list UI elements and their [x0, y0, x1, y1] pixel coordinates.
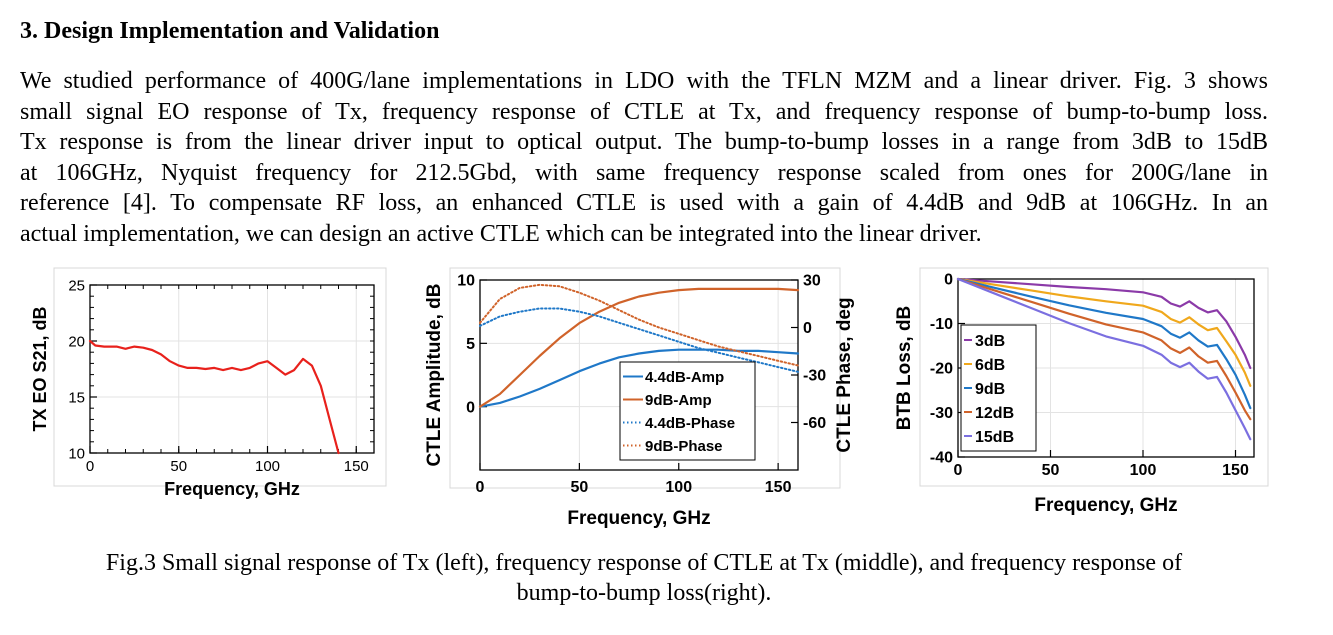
series-line-tx-eo	[88, 339, 340, 455]
y-axis-label: CTLE Amplitude, dB	[424, 284, 445, 467]
x-tick-label: 100	[1130, 462, 1157, 479]
y-axis-label: TX EO S21, dB	[30, 306, 50, 431]
y-tick-label: 25	[68, 277, 85, 294]
section-heading: 3. Design Implementation and Validation	[20, 18, 440, 44]
figure-frame	[53, 267, 387, 487]
series-line-9db-amp	[478, 287, 800, 408]
legend-label: 4.4dB-Phase	[645, 415, 735, 432]
x-tick-label: 50	[1042, 462, 1060, 479]
paragraph-line: small signal EO response of Tx, frequenc…	[20, 98, 1268, 125]
x-tick-label: 0	[954, 462, 963, 479]
y-axis-label: BTB Loss, dB	[894, 306, 915, 431]
x-axis-label: Frequency, GHz	[567, 508, 710, 529]
x-tick-label: 100	[255, 458, 280, 475]
series-line-6db	[956, 277, 1252, 387]
y-tick-label: 0	[466, 399, 475, 416]
ctle-response-chart: 0 50 100 150 0 5 10 30 0 -30 -60 Frequency, GHz CTLE…	[424, 267, 855, 529]
series-line-9db-phase	[479, 283, 799, 367]
y-tick-label: 15	[68, 389, 85, 406]
series-line-9db	[956, 277, 1252, 410]
x-tick-label: 150	[1222, 462, 1249, 479]
legend-label: 3dB	[975, 333, 1005, 350]
y-tick-label: -30	[930, 405, 953, 422]
legend-box	[960, 324, 1037, 452]
y2-tick-label: -60	[803, 415, 826, 432]
y-tick-label: 20	[68, 333, 85, 350]
y-tick-label: 5	[466, 336, 475, 353]
legend-box	[619, 361, 756, 461]
y2-tick-label: 0	[803, 320, 812, 337]
figure-caption: Fig.3 Small signal response of Tx (left)…	[0, 548, 1288, 608]
body-paragraph: We studied performance of 400G/lane impl…	[20, 66, 1268, 250]
paragraph-line: We studied performance of 400G/lane impl…	[20, 68, 1268, 94]
paragraph-line: Tx response is from the linear driver in…	[20, 129, 1268, 156]
x-tick-label: 100	[665, 479, 692, 496]
series-line-4-4db-amp	[478, 348, 800, 408]
x-tick-label: 50	[570, 479, 588, 496]
paragraph-line: reference [4]. To compensate RF loss, an…	[20, 190, 1268, 217]
series-line-3db	[956, 277, 1252, 370]
btb-loss-chart: 0 50 100 150 0 -10 -20 -30 -40 Frequency, GHz BTB …	[894, 267, 1269, 516]
legend-label: 9dB-Amp	[645, 392, 712, 409]
caption-line: bump-to-bump loss(right).	[516, 580, 772, 606]
y-tick-label: 0	[944, 272, 953, 289]
y-tick-label: -40	[930, 450, 953, 467]
x-axis-label: Frequency, GHz	[164, 479, 300, 499]
y-tick-label: 10	[68, 445, 85, 462]
legend-label: 4.4dB-Amp	[645, 369, 724, 386]
tx-eo-response-chart: 0 50 100 150 10 15 20 25 Frequency, GHz TX EO S21…	[30, 267, 387, 499]
legend-label: 9dB	[975, 381, 1005, 398]
y-tick-label: 10	[457, 273, 475, 290]
x-axis-label: Frequency, GHz	[1034, 495, 1177, 516]
y2-tick-label: 30	[803, 273, 821, 290]
paragraph-line: actual implementation, we can design an …	[20, 220, 982, 247]
x-tick-label: 150	[765, 479, 792, 496]
series-line-4-4db-phase	[479, 307, 799, 373]
y2-axis-label: CTLE Phase, deg	[834, 297, 855, 452]
x-tick-label: 50	[170, 458, 187, 475]
x-tick-label: 0	[86, 458, 94, 475]
x-tick-label: 0	[476, 479, 485, 496]
paragraph-line: at 106GHz, Nyquist frequency for 212.5Gb…	[20, 159, 1268, 186]
series-line-12db	[956, 277, 1252, 421]
legend-label: 6dB	[975, 357, 1005, 374]
legend-label: 9dB-Phase	[645, 438, 723, 455]
x-tick-label: 150	[344, 458, 369, 475]
y2-tick-label: -30	[803, 368, 826, 385]
y-tick-label: -20	[930, 361, 953, 378]
series-line-15db	[956, 277, 1252, 441]
caption-line: Fig.3 Small signal response of Tx (left)…	[105, 550, 1183, 576]
y-tick-label: -10	[930, 316, 953, 333]
legend-label: 15dB	[975, 429, 1014, 446]
legend-label: 12dB	[975, 405, 1014, 422]
